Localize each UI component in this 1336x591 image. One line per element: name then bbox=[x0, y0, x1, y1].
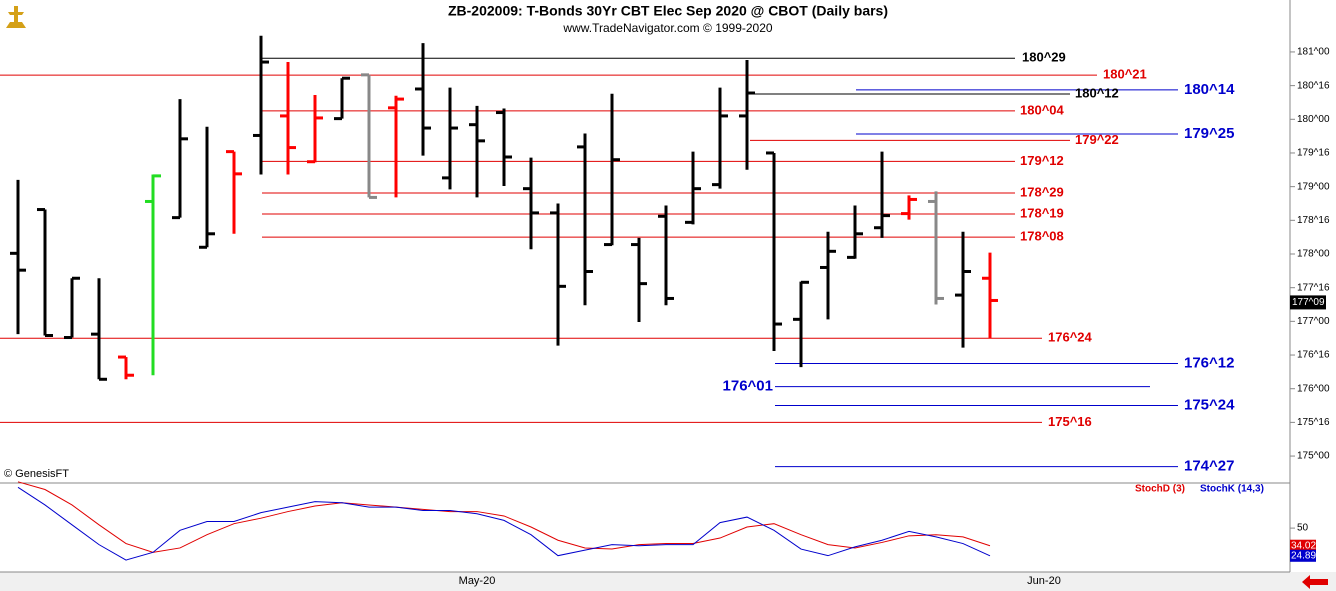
level-label: 174^27 bbox=[1184, 458, 1234, 475]
legend-label: StochD (3) bbox=[1135, 484, 1185, 495]
level-label: 180^21 bbox=[1103, 67, 1147, 82]
stoch-line bbox=[17, 486, 991, 561]
y-tick-label: 176^16 bbox=[1297, 350, 1330, 361]
logo bbox=[6, 6, 26, 28]
y-tick-label: 180^00 bbox=[1297, 114, 1330, 125]
level-label: 178^19 bbox=[1020, 205, 1064, 220]
level-label: 176^12 bbox=[1184, 354, 1234, 371]
y-tick-label: 181^00 bbox=[1297, 47, 1330, 58]
y-tick-label: 177^16 bbox=[1297, 282, 1330, 293]
level-label: 178^29 bbox=[1020, 184, 1064, 199]
last-price-box bbox=[1290, 295, 1326, 310]
end-value-label: 24.89 bbox=[1291, 550, 1316, 561]
level-label: 176^01 bbox=[723, 378, 773, 395]
y-tick-label: 178^00 bbox=[1297, 249, 1330, 260]
y-tick-label: 177^00 bbox=[1297, 316, 1330, 327]
chart-subtitle: www.TradeNavigator.com © 1999-2020 bbox=[562, 21, 772, 35]
chart-title: ZB-202009: T-Bonds 30Yr CBT Elec Sep 202… bbox=[448, 3, 888, 19]
y-tick-label: 179^16 bbox=[1297, 148, 1330, 159]
level-label: 180^04 bbox=[1020, 102, 1065, 117]
level-label: 179^12 bbox=[1020, 153, 1064, 168]
level-label: 179^22 bbox=[1075, 132, 1119, 147]
end-value-box bbox=[1290, 539, 1316, 552]
y-tick-label: 178^16 bbox=[1297, 215, 1330, 226]
y-tick-label: 50 bbox=[1297, 523, 1309, 534]
end-value-box bbox=[1290, 549, 1316, 562]
level-label: 179^25 bbox=[1184, 125, 1234, 142]
x-tick-label: Jun-20 bbox=[1027, 575, 1061, 587]
end-value-label: 34.02 bbox=[1291, 540, 1316, 551]
y-tick-label: 180^16 bbox=[1297, 80, 1330, 91]
level-label: 175^16 bbox=[1048, 414, 1092, 429]
level-label: 176^24 bbox=[1048, 330, 1093, 345]
y-tick-label: 175^16 bbox=[1297, 417, 1330, 428]
x-tick-label: May-20 bbox=[459, 575, 496, 587]
y-tick-label: 179^00 bbox=[1297, 181, 1330, 192]
y-tick-label: 175^00 bbox=[1297, 451, 1330, 462]
legend-label: StochK (14,3) bbox=[1200, 484, 1264, 495]
scroll-arrow[interactable] bbox=[1302, 575, 1328, 589]
stoch-line bbox=[17, 481, 991, 553]
credit: © GenesisFT bbox=[4, 468, 69, 480]
level-label: 178^08 bbox=[1020, 229, 1064, 244]
last-price-label: 177^09 bbox=[1292, 297, 1325, 308]
level-label: 180^12 bbox=[1075, 85, 1119, 100]
date-axis-band bbox=[0, 572, 1336, 591]
level-label: 180^14 bbox=[1184, 81, 1235, 98]
y-tick-label: 176^00 bbox=[1297, 383, 1330, 394]
level-label: 180^29 bbox=[1022, 50, 1066, 65]
level-label: 175^24 bbox=[1184, 397, 1235, 414]
